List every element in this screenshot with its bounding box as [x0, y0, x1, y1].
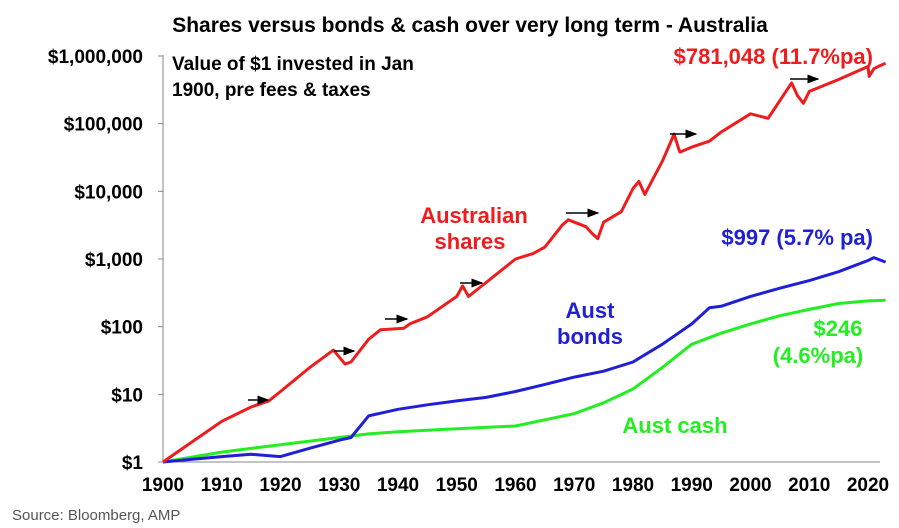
x-tick-label: 1980: [612, 475, 654, 496]
chart-title: Shares versus bonds & cash over very lon…: [172, 14, 768, 37]
x-tick-label: 1990: [671, 475, 713, 496]
cash-series-line: [162, 298, 886, 464]
x-tick-label: 1900: [142, 475, 184, 496]
annotation-note-line-2: 1900, pre fees & taxes: [172, 80, 371, 101]
cash-end-label-line-1: $246: [814, 316, 863, 341]
shares-end-label: $781,048 (11.7%pa): [674, 44, 873, 69]
y-tick-label: $100: [101, 318, 143, 339]
source-note: Source: Bloomberg, AMP: [12, 507, 180, 524]
x-tick-label: 1970: [553, 475, 595, 496]
bonds-end-label: $997 (5.7% pa): [721, 225, 873, 250]
bonds-series-label-line-2: bonds: [557, 324, 623, 349]
x-tick-label: 2010: [788, 475, 830, 496]
y-tick-marks: [158, 55, 163, 463]
x-tick-label: 1910: [201, 475, 243, 496]
y-tick-label: $1: [122, 453, 144, 474]
shares-series-label-line-1: Australian: [420, 203, 528, 228]
x-tick-label: 1960: [494, 475, 536, 496]
shares-series-line: [162, 61, 887, 464]
bonds-series-label-line-1: Aust: [566, 298, 616, 323]
y-tick-label: $100,000: [64, 115, 143, 136]
timing-arrows: [248, 74, 820, 405]
annotation-note-line-1: Value of $1 invested in Jan: [172, 54, 414, 75]
shares-series-label-line-2: shares: [435, 229, 506, 254]
x-tick-label: 2000: [729, 475, 771, 496]
y-tick-label: $10: [111, 385, 143, 406]
y-tick-label: $1,000,000: [48, 47, 143, 68]
cash-series-label: Aust cash: [622, 413, 727, 438]
y-tick-label: $1,000: [85, 250, 143, 271]
x-tick-label: 1940: [377, 475, 419, 496]
x-tick-label: 2020: [847, 475, 889, 496]
cash-end-label-line-2: (4.6%pa): [773, 343, 863, 368]
x-tick-labels: 1900 1910 1920 1930 1940 1950 1960 1970 1980 1990…: [142, 475, 889, 496]
series-lines: [162, 61, 887, 464]
x-tick-label: 1920: [259, 475, 301, 496]
x-tick-label: 1950: [436, 475, 478, 496]
y-tick-labels: $1 $10 $100 $1,000 $10,000 $100,000 $1,000,000: [48, 47, 144, 474]
bonds-series-line: [162, 256, 887, 464]
x-tick-label: 1930: [318, 475, 360, 496]
y-tick-label: $10,000: [74, 182, 143, 203]
